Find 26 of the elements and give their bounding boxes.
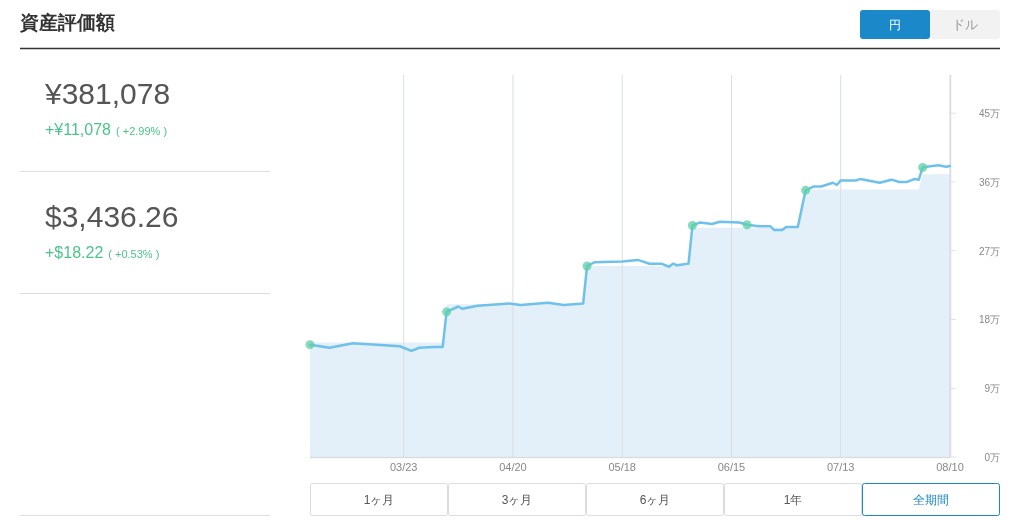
text: ( +2.99% ) <box>116 125 168 137</box>
x-tick-label: 07/13 <box>826 461 855 473</box>
y-tick-label: 27万 <box>978 245 1000 257</box>
text: $3,436.26 <box>45 200 179 233</box>
x-tick-label: 04/20 <box>499 461 527 473</box>
x-tick-label: 06/15 <box>717 461 746 473</box>
text: ¥381,078 <box>44 77 171 110</box>
x-tick-label: 03/23 <box>389 461 418 473</box>
text: 6ヶ月 <box>639 493 671 507</box>
y-tick-label: 18万 <box>978 314 1000 326</box>
y-tick-label: 0万 <box>984 452 1000 463</box>
y-tick-label: 45万 <box>978 108 1000 120</box>
text: 3ヶ月 <box>501 493 533 507</box>
text: 1ヶ月 <box>363 493 395 507</box>
text: +$18.22 <box>45 244 104 261</box>
x-tick-label: 05/18 <box>608 461 636 473</box>
text: 資産評価額 <box>19 12 115 33</box>
text: ( +0.53% ) <box>108 248 160 260</box>
x-tick-label: 08/10 <box>936 461 964 473</box>
text: 円 <box>889 18 901 32</box>
text: 1年 <box>783 493 803 507</box>
text: +¥11,078 <box>45 121 112 138</box>
y-tick-label: 36万 <box>978 176 1000 188</box>
text: 全期間 <box>913 493 949 507</box>
y-tick-label: 9万 <box>984 383 1000 395</box>
text: ドル <box>952 17 978 32</box>
